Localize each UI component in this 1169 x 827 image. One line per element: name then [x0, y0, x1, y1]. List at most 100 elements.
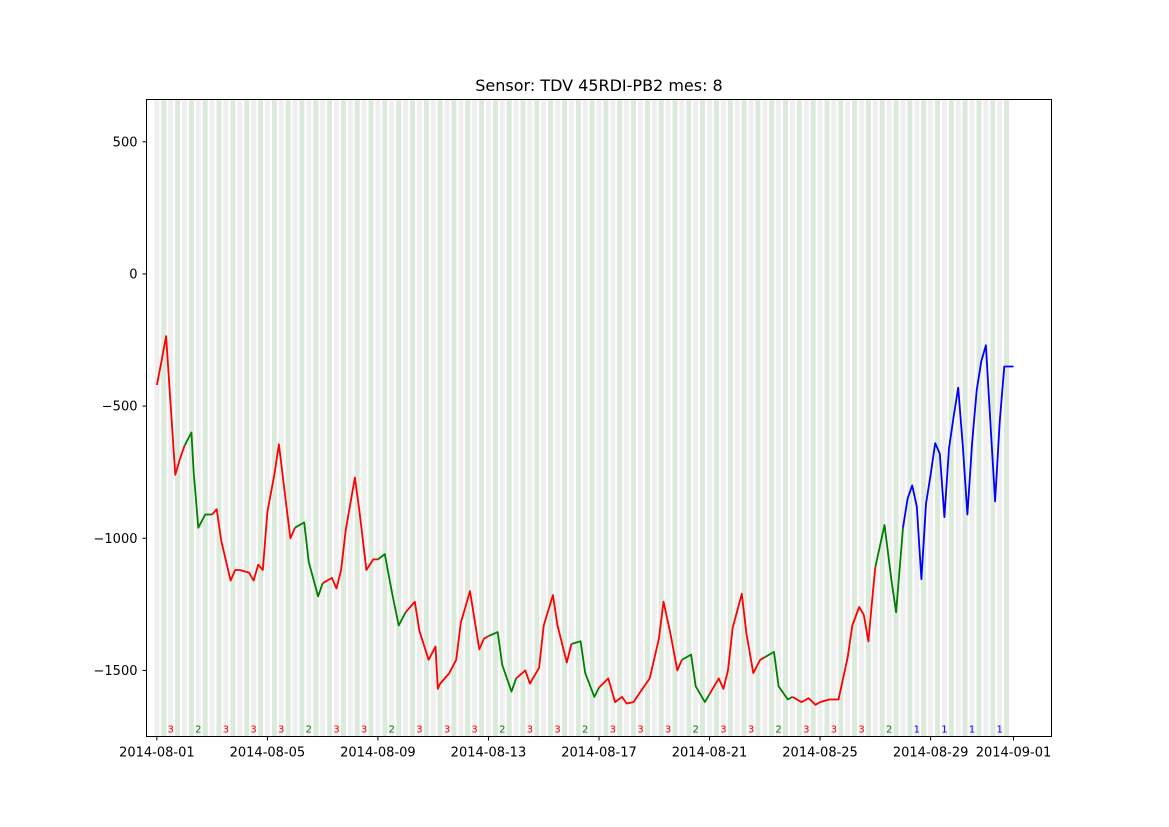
shade-band	[313, 100, 319, 736]
shade-band	[423, 100, 429, 736]
x-axis: 2014-08-01 2014-08-05 2014-08-09 2014-08-13…	[119, 736, 1052, 761]
x-tick-label: 2014-08-29	[893, 746, 969, 761]
shade-band	[188, 100, 194, 736]
shade-band	[513, 100, 519, 736]
shade-band	[948, 100, 954, 736]
day-class-label: 3	[333, 725, 339, 736]
shade-band	[340, 100, 346, 736]
shade-band	[955, 100, 961, 736]
shade-band	[651, 100, 657, 736]
chart-title: Sensor: TDV 45RDI-PB2 mes: 8	[475, 76, 722, 95]
shade-band	[914, 100, 920, 736]
shade-band	[644, 100, 650, 736]
shade-band	[865, 100, 871, 736]
day-class-label: 2	[775, 725, 781, 736]
series-line-class-2	[377, 553, 407, 627]
day-class-label: 2	[306, 725, 312, 736]
shade-band	[403, 100, 409, 736]
shade-band	[299, 100, 305, 736]
series-line-class-3	[515, 594, 573, 685]
shade-band	[555, 100, 560, 736]
shade-band	[437, 100, 443, 736]
y-tick-label: −1000	[94, 532, 138, 547]
shade-band	[534, 100, 540, 736]
day-class-label: 3	[416, 725, 422, 736]
day-class-label: 3	[527, 725, 533, 736]
shade-band	[707, 100, 712, 736]
day-class-label: 1	[914, 725, 920, 736]
x-tick-label: 2014-08-05	[230, 746, 306, 761]
day-shading	[154, 100, 1010, 736]
shade-band	[506, 100, 512, 736]
shade-band	[686, 100, 692, 736]
shade-band	[803, 100, 809, 736]
shade-band	[499, 100, 505, 736]
shade-band	[430, 100, 436, 736]
shade-band	[700, 100, 706, 736]
shade-band	[824, 100, 830, 736]
day-class-label: 3	[720, 725, 726, 736]
shade-band	[665, 100, 671, 736]
day-class-label: 3	[665, 725, 671, 736]
series-line-class-1	[902, 344, 1014, 581]
shade-band	[375, 100, 381, 736]
shade-band	[962, 100, 968, 736]
day-class-label: 2	[582, 725, 588, 736]
day-class-label: 2	[389, 725, 395, 736]
shade-band	[879, 100, 885, 736]
shade-band	[734, 100, 740, 736]
shade-band	[271, 100, 277, 736]
x-tick-label: 2014-08-17	[561, 746, 637, 761]
shade-band	[230, 100, 236, 736]
shade-band	[202, 100, 208, 736]
day-class-label: 3	[858, 725, 864, 736]
shade-band	[237, 100, 243, 736]
shade-band	[617, 100, 623, 736]
series-line-class-3	[404, 590, 489, 690]
day-class-label: 2	[693, 725, 699, 736]
shade-band	[720, 100, 726, 736]
series-line-class-3	[708, 592, 766, 695]
shade-band	[900, 100, 906, 736]
series-line-class-2	[874, 524, 904, 614]
shade-band	[741, 100, 747, 736]
shade-band	[638, 100, 643, 736]
shade-band	[727, 100, 733, 736]
series-line-class-3	[791, 567, 877, 706]
shade-band	[472, 100, 478, 736]
day-class-label: 3	[803, 725, 809, 736]
shade-band	[596, 100, 602, 736]
day-class-label: 3	[223, 725, 229, 736]
shade-band	[693, 100, 699, 736]
day-class-label: 3	[610, 725, 616, 736]
shade-band	[852, 100, 858, 736]
shade-band	[382, 100, 388, 736]
shade-band	[285, 100, 291, 736]
y-tick-label: −500	[102, 400, 138, 415]
x-tick-label: 2014-09-01	[976, 746, 1052, 761]
shade-band	[776, 100, 782, 736]
day-class-label: 3	[250, 725, 256, 736]
shade-band	[347, 100, 353, 736]
shade-band	[796, 100, 802, 736]
series-line-class-2	[764, 651, 793, 701]
day-class-label: 3	[748, 725, 754, 736]
shade-band	[941, 100, 947, 736]
shade-band	[396, 100, 402, 736]
shade-band	[928, 100, 934, 736]
shade-band	[223, 100, 229, 736]
y-tick-label: 500	[113, 135, 138, 150]
shade-band	[334, 100, 339, 736]
shade-band	[465, 100, 471, 736]
shade-band	[886, 100, 892, 736]
day-class-label: 2	[886, 725, 892, 736]
series-line-class-3	[598, 600, 683, 705]
shade-band	[672, 100, 678, 736]
shade-band	[486, 100, 491, 736]
shade-band	[458, 100, 464, 736]
shade-band	[258, 100, 263, 736]
day-class-label: 3	[168, 725, 174, 736]
series-line-class-2	[681, 653, 711, 703]
shade-band	[976, 100, 982, 736]
